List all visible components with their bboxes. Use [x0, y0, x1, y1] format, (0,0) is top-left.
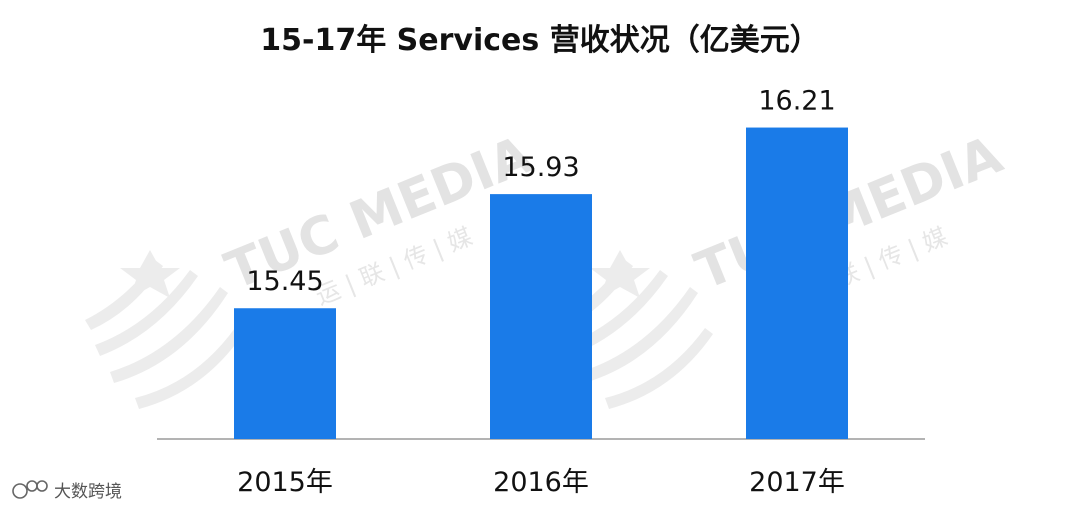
corner-logo-text: 大数跨境: [54, 482, 122, 502]
value-label-1: 15.93: [502, 152, 579, 183]
value-label-0: 15.45: [246, 266, 323, 297]
value-labels-group: 15.45 15.93 16.21: [246, 86, 835, 298]
bar-2: [746, 127, 848, 439]
category-label-1: 2016年: [493, 467, 589, 498]
weibo-logo-icon: [12, 480, 48, 499]
watermark-emblem-icon: [85, 250, 243, 409]
category-label-0: 2015年: [237, 467, 333, 498]
category-labels-group: 2015年 2016年 2017年: [237, 467, 845, 498]
category-label-2: 2017年: [749, 467, 845, 498]
corner-logo: 大数跨境: [12, 480, 122, 502]
chart-title: 15-17年 Services 营收状况（亿美元）: [260, 23, 819, 58]
bar-1: [490, 194, 592, 439]
bar-0: [234, 308, 336, 439]
bars-group: [234, 127, 848, 439]
value-label-2: 16.21: [758, 86, 835, 117]
